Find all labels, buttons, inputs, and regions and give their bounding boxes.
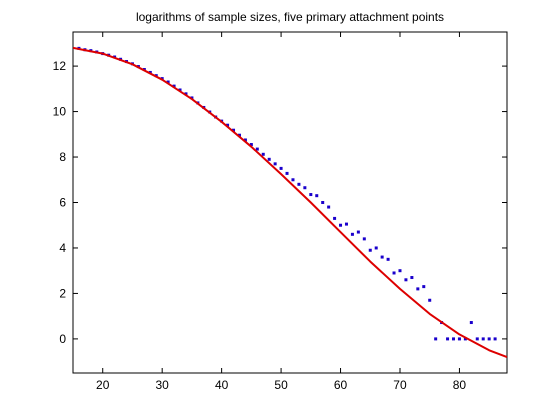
data-point bbox=[344, 222, 348, 226]
chart-title: logarithms of sample sizes, five primary… bbox=[136, 10, 444, 24]
data-point bbox=[493, 337, 497, 341]
data-point bbox=[226, 123, 230, 127]
y-tick-label: 0 bbox=[59, 332, 66, 346]
data-point bbox=[416, 287, 420, 291]
data-point bbox=[333, 216, 337, 220]
data-point bbox=[309, 193, 313, 197]
data-point bbox=[285, 171, 289, 175]
data-point bbox=[469, 321, 473, 325]
data-point bbox=[255, 147, 259, 151]
data-point bbox=[386, 257, 390, 261]
data-point bbox=[178, 88, 182, 92]
fit-curve-line bbox=[73, 46, 507, 359]
data-point bbox=[392, 271, 396, 275]
data-point bbox=[321, 201, 325, 204]
y-tick-label: 10 bbox=[53, 105, 67, 119]
data-point bbox=[410, 276, 414, 280]
data-point bbox=[368, 248, 372, 252]
y-tick-label: 6 bbox=[59, 196, 66, 210]
data-point bbox=[237, 133, 241, 137]
data-point bbox=[380, 255, 384, 259]
data-point bbox=[428, 298, 432, 302]
data-point bbox=[243, 138, 247, 142]
data-point bbox=[261, 152, 265, 156]
data-point bbox=[362, 237, 366, 241]
x-tick-label: 40 bbox=[215, 378, 229, 392]
x-tick-label: 30 bbox=[155, 378, 169, 392]
x-tick-label: 80 bbox=[453, 378, 467, 392]
data-point bbox=[303, 186, 307, 190]
data-point bbox=[315, 194, 319, 198]
y-tick-label: 4 bbox=[59, 241, 66, 255]
data-point bbox=[339, 223, 343, 227]
x-tick-label: 70 bbox=[393, 378, 407, 392]
data-point bbox=[232, 128, 236, 132]
data-point bbox=[398, 269, 402, 273]
y-tick-label: 8 bbox=[59, 150, 66, 164]
data-point bbox=[350, 232, 354, 236]
data-point bbox=[166, 80, 170, 84]
data-point bbox=[279, 166, 283, 170]
data-point bbox=[451, 337, 455, 341]
data-point bbox=[446, 337, 450, 341]
x-tick-label: 20 bbox=[96, 378, 110, 392]
data-point bbox=[273, 162, 277, 166]
data-point bbox=[297, 182, 301, 186]
data-point bbox=[327, 205, 331, 209]
data-point bbox=[184, 92, 188, 96]
data-point bbox=[291, 178, 295, 182]
data-point bbox=[487, 337, 491, 341]
data-point bbox=[267, 157, 271, 161]
y-tick-label: 2 bbox=[59, 286, 66, 300]
data-point bbox=[463, 337, 467, 341]
data-point bbox=[374, 246, 378, 250]
data-point bbox=[422, 285, 426, 289]
data-point bbox=[172, 84, 176, 88]
data-point bbox=[475, 337, 479, 341]
y-tick-label: 12 bbox=[53, 59, 67, 73]
data-point bbox=[404, 278, 408, 282]
data-point bbox=[249, 143, 253, 147]
x-tick-label: 50 bbox=[274, 378, 288, 392]
x-tick-label: 60 bbox=[334, 378, 348, 392]
data-point bbox=[434, 337, 438, 341]
data-point bbox=[457, 337, 461, 341]
data-point bbox=[356, 230, 360, 234]
data-point bbox=[481, 337, 485, 341]
